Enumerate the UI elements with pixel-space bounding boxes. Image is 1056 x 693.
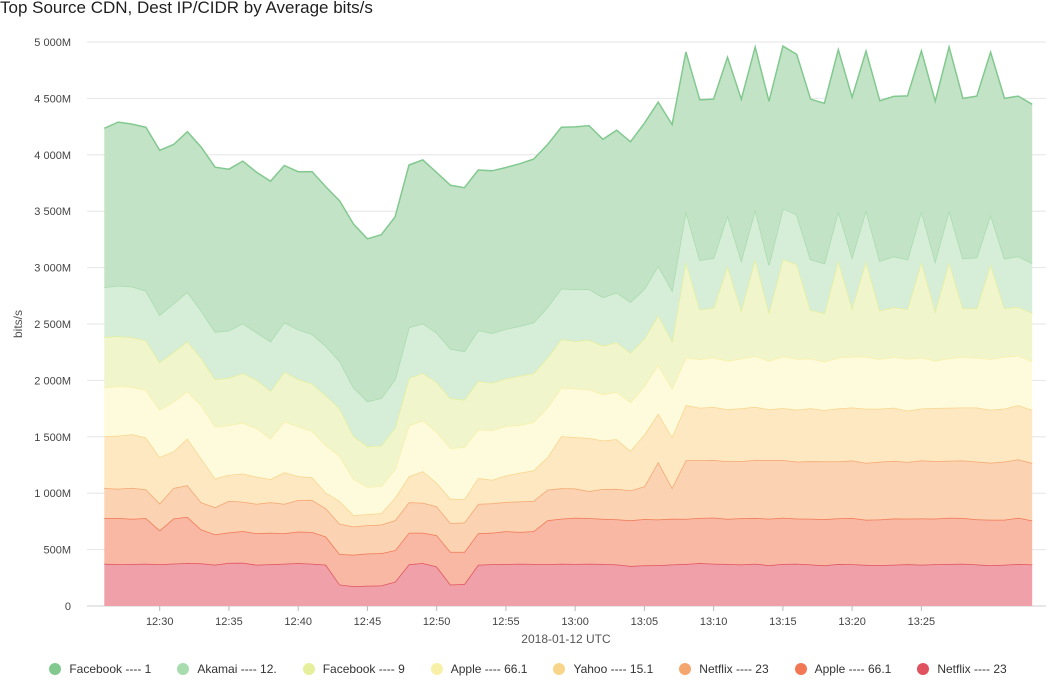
legend-swatch [917,663,930,675]
x-tick-label: 12:50 [423,616,451,628]
chart-title: Top Source CDN, Dest IP/CIDR by Average … [0,0,373,17]
y-tick-label: 1 500M [34,432,71,444]
legend-item[interactable]: Facebook ---- 1 [49,662,151,676]
area-layers [103,43,1033,606]
legend-label: Yahoo ---- 15.1 [573,662,654,676]
y-axis-label: bits/s [11,310,25,338]
legend-label: Akamai ---- 12. [197,662,277,676]
x-tick-label: 12:45 [354,616,382,628]
series-line-1 [104,561,1033,588]
area-series-8 [104,46,1033,402]
y-tick-label: 2 000M [34,375,71,387]
legend-label: Facebook ---- 9 [322,662,405,676]
legend-label: Facebook ---- 1 [69,662,152,676]
x-tick-label: 13:00 [561,616,589,628]
y-tick-label: 4 000M [34,150,71,162]
series-line-5 [104,354,1033,488]
y-tick-label: 2 500M [34,319,71,331]
legend-swatch [177,663,190,675]
x-tick-label: 12:35 [215,616,243,628]
legend-item[interactable]: Netflix ---- 23 [679,662,769,676]
legend-swatch [302,663,315,675]
x-tick-label: 13:20 [838,616,866,628]
x-tick-label: 12:40 [284,616,312,628]
y-tick-label: 1 000M [34,488,71,500]
x-axis: 12:30 12:35 12:40 12:45 12:50 12:55 13:00 13:05… [146,606,935,628]
y-tick-label: 0 [65,601,71,613]
legend-swatch [679,663,692,675]
series-line-8 [103,43,1033,240]
legend-swatch [49,663,62,675]
legend: Facebook ---- 1 Akamai ---- 12. Facebook -… [0,662,1056,676]
y-tick-label: 500M [43,545,71,557]
y-axis: 0 500M 1 000M 1 500M 2 000M 2 500M 3 000M 3 500… [34,37,71,613]
legend-item[interactable]: Apple ---- 66.1 [794,662,892,676]
y-tick-label: 3 000M [34,263,71,275]
x-tick-label: 13:25 [908,616,936,628]
y-tick-label: 4 500M [34,93,71,105]
legend-label: Apple ---- 66.1 [450,662,528,676]
legend-label: Apple ---- 66.1 [814,662,892,676]
stacked-area-chart: 0 500M 1 000M 1 500M 2 000M 2 500M 3 000M 3 500… [11,37,1046,646]
legend-item[interactable]: Yahoo ---- 15.1 [553,662,653,676]
x-tick-label: 12:30 [146,616,174,628]
area-series-2 [104,516,1033,587]
area-series-5 [104,355,1033,516]
legend-item[interactable]: Facebook ---- 9 [302,662,405,676]
legend-label: Netflix ---- 23 [937,662,1007,676]
legend-item[interactable]: Akamai ---- 12. [177,662,277,676]
area-series-6 [104,259,1033,487]
area-series-3 [104,459,1033,555]
x-tick-label: 13:10 [700,616,728,628]
x-tick-label: 13:15 [769,616,797,628]
x-tick-label: 12:55 [492,616,520,628]
y-tick-label: 5 000M [34,37,71,49]
x-tick-label: 13:05 [631,616,659,628]
area-series-7 [104,208,1033,447]
area-series-4 [104,405,1033,527]
x-axis-label: 2018-01-12 UTC [521,632,611,646]
legend-label: Netflix ---- 23 [699,662,769,676]
legend-swatch [794,663,807,675]
legend-swatch [430,663,443,675]
legend-swatch [553,663,566,675]
area-series-1 [104,562,1033,606]
legend-item[interactable]: Netflix ---- 23 [917,662,1007,676]
y-tick-label: 3 500M [34,206,71,218]
legend-item[interactable]: Apple ---- 66.1 [430,662,528,676]
